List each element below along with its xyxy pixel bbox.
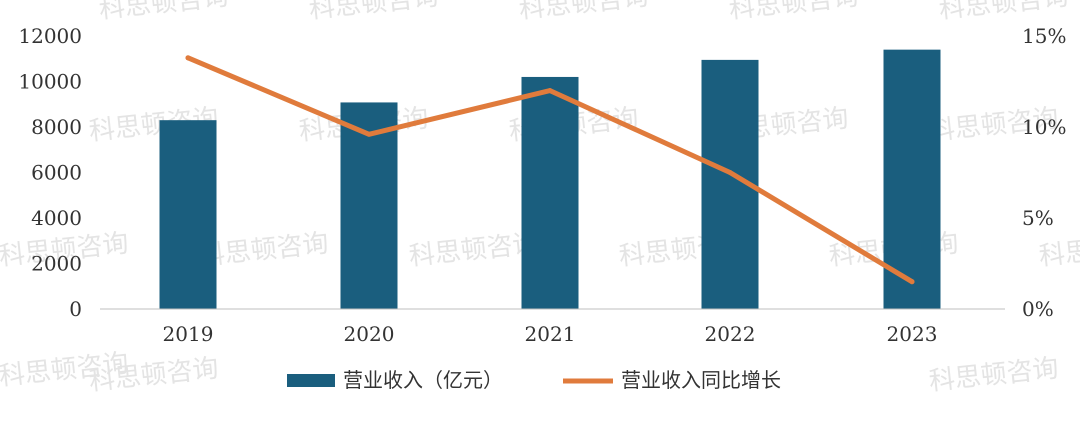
right-tick-label: 0% xyxy=(1022,297,1054,321)
x-axis-ticks: 2019 2020 2021 2022 2023 xyxy=(163,322,938,346)
left-tick-label: 12000 xyxy=(18,24,82,48)
bar-2023 xyxy=(883,49,941,310)
line-point-2020 xyxy=(366,131,372,137)
left-tick-label: 4000 xyxy=(31,206,82,230)
line-point-2022 xyxy=(727,170,733,175)
bar-2021 xyxy=(521,76,579,309)
line-point-2021 xyxy=(547,88,553,94)
left-tick-label: 0 xyxy=(69,297,82,321)
watermark-text: 科思顿咨询 xyxy=(408,229,540,272)
bar-series xyxy=(159,49,941,310)
left-tick-label: 8000 xyxy=(31,115,82,139)
legend-bar-swatch xyxy=(287,374,335,387)
bar-2020 xyxy=(340,102,398,310)
line-point-2023 xyxy=(909,279,915,285)
right-tick-label: 5% xyxy=(1022,206,1054,230)
right-axis-ticks: 0% 5% 10% 15% xyxy=(1022,24,1066,321)
legend-line-label: 营业收入同比增长 xyxy=(621,368,781,392)
left-tick-label: 10000 xyxy=(18,70,82,94)
watermark-text: 科思顿咨询 xyxy=(198,229,330,272)
right-tick-label: 15% xyxy=(1022,24,1066,48)
watermark-text: 科思顿咨询 xyxy=(1038,229,1080,272)
watermark-text: 科思顿咨询 xyxy=(518,0,650,25)
x-tick-label: 2020 xyxy=(344,322,395,346)
left-tick-label: 2000 xyxy=(31,252,82,276)
right-tick-label: 10% xyxy=(1022,115,1066,139)
x-tick-label: 2022 xyxy=(705,322,756,346)
left-tick-label: 6000 xyxy=(31,161,82,185)
watermark-text: 科思顿咨询 xyxy=(938,0,1070,25)
line-point-2019 xyxy=(185,55,191,61)
watermark-text: 科思顿咨询 xyxy=(98,0,230,25)
left-axis-ticks: 0 2000 4000 6000 8000 10000 12000 xyxy=(18,24,82,321)
line-series xyxy=(185,55,915,285)
x-tick-label: 2019 xyxy=(163,322,214,346)
bar-2019 xyxy=(159,120,217,309)
watermark-text: 科思顿咨询 xyxy=(308,0,440,25)
watermark-text: 科思顿咨询 xyxy=(928,354,1060,397)
legend: 营业收入（亿元） 营业收入同比增长 xyxy=(287,368,781,392)
legend-bar-label: 营业收入（亿元） xyxy=(343,368,503,392)
x-tick-label: 2023 xyxy=(887,322,938,346)
x-tick-label: 2021 xyxy=(525,322,576,346)
watermark-text: 科思顿咨询 xyxy=(728,0,860,25)
